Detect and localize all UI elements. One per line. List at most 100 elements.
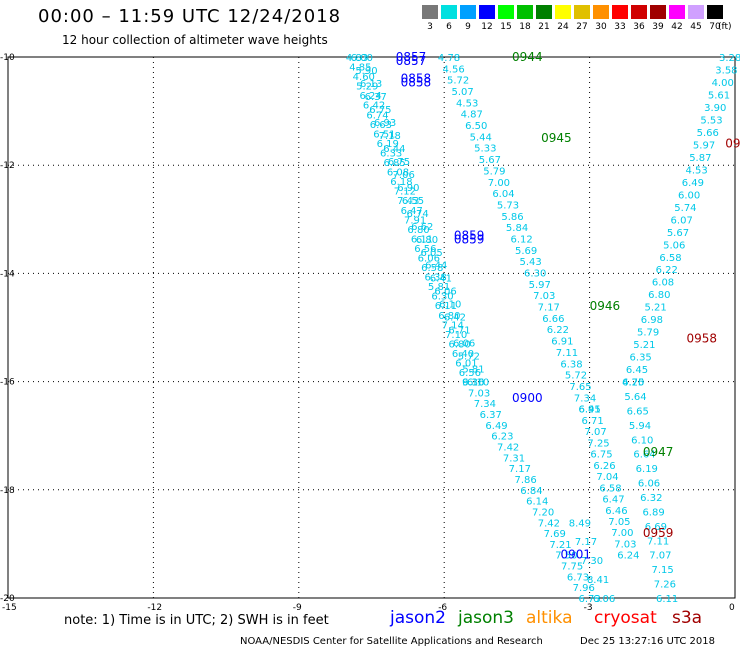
wave-height-point: 8.41 xyxy=(587,575,609,586)
wave-height-point: 6.45 xyxy=(626,365,648,376)
wave-height-point: 6.19 xyxy=(636,464,658,475)
x-tick-label: 0 xyxy=(729,603,735,613)
wave-height-point: 5.72 xyxy=(458,352,480,363)
wave-height-point: 5.67 xyxy=(667,228,689,239)
wave-height-point: 5.90 xyxy=(355,66,377,77)
wave-height-point: 5.74 xyxy=(674,203,696,214)
wave-height-point: 6.01 xyxy=(455,359,477,370)
scale-label: 15 xyxy=(500,22,512,32)
wave-height-point: 6.38 xyxy=(560,359,582,370)
wave-height-point: 6.19 xyxy=(377,139,399,150)
wave-height-point: 5.79 xyxy=(637,328,659,339)
scale-swatch xyxy=(669,5,685,19)
wave-height-point: 5.29 xyxy=(356,82,378,93)
wave-height-point: 5.33 xyxy=(474,144,496,155)
chart-subtitle: 12 hour collection of altimeter wave hei… xyxy=(62,33,328,47)
wave-height-point: 6.98 xyxy=(641,315,663,326)
wave-height-point: 6.05 xyxy=(420,248,442,259)
pass-time-label: 0946 xyxy=(590,299,621,313)
wave-height-point: 7.25 xyxy=(587,438,609,449)
wave-height-point: 6.91 xyxy=(551,337,573,348)
wave-height-point: 6.71 xyxy=(448,326,470,337)
x-tick-label: -3 xyxy=(584,603,593,613)
wave-height-point: 6.49 xyxy=(682,178,704,189)
wave-height-point: 6.06 xyxy=(453,339,475,350)
wave-height-point: 6.37 xyxy=(365,92,387,103)
wave-height-point: 6.58 xyxy=(599,483,621,494)
wave-height-point: 7.34 xyxy=(574,393,596,404)
y-tick-label: -16 xyxy=(0,378,15,388)
wave-height-point: 7.11 xyxy=(556,348,578,359)
wave-height-point: 5.86 xyxy=(501,212,523,223)
wave-height-point: 6.45 xyxy=(578,405,600,416)
wave-height-point: 7.21 xyxy=(549,540,571,551)
y-tick-label: -12 xyxy=(0,161,15,171)
wave-height-point: 4.53 xyxy=(685,165,707,176)
wave-height-point: 6.42 xyxy=(444,313,466,324)
wave-height-point: 6.06 xyxy=(434,287,456,298)
wave-height-points: 4.834.854.605.296.246.426.746.636.516.19… xyxy=(346,53,740,605)
satellite-label-jason2: jason2 xyxy=(390,608,446,628)
pass-time-label: 0858 xyxy=(401,75,432,89)
wave-height-point: 6.37 xyxy=(480,410,502,421)
wave-height-point: 6.26 xyxy=(593,461,615,472)
wave-height-point: 6.08 xyxy=(387,168,409,179)
wave-height-point: 5.72 xyxy=(565,371,587,382)
satellite-label-jason3: jason3 xyxy=(458,608,514,628)
wave-height-point: 6.20 xyxy=(622,378,644,389)
wave-height-point: 5.64 xyxy=(624,392,646,403)
scale-swatch xyxy=(574,5,590,19)
wave-height-point: 6.49 xyxy=(485,421,507,432)
wave-height-point: 6.24 xyxy=(617,551,639,562)
wave-height-point: 3.28 xyxy=(719,53,740,64)
wave-height-point: 9.16 xyxy=(462,378,484,389)
wave-height-point: 7.10 xyxy=(445,330,467,341)
wave-height-point: 6.11 xyxy=(656,594,678,605)
wave-height-point: 7.03 xyxy=(614,539,636,550)
wave-height-point: 7.00 xyxy=(611,528,633,539)
wave-height-point: 6.10 xyxy=(439,300,461,311)
wave-height-point: 6.44 xyxy=(383,144,405,155)
wave-height-point: 7.26 xyxy=(654,580,676,591)
wave-height-point: 6.80 xyxy=(648,290,670,301)
wave-height-point: 6.64 xyxy=(633,450,655,461)
wave-height-point: 7.42 xyxy=(538,518,560,529)
wave-height-point: 7.15 xyxy=(651,565,673,576)
wave-height-point: 5.66 xyxy=(697,128,719,139)
wave-height-point: 6.84 xyxy=(520,486,542,497)
wave-height-point: 6.69 xyxy=(645,522,667,533)
wave-height-point: 7.96 xyxy=(573,583,595,594)
scale-swatch xyxy=(498,5,514,19)
wave-height-point: 6.75 xyxy=(369,105,391,116)
scale-swatch xyxy=(555,5,571,19)
footer-note: note: 1) Time is in UTC; 2) SWH is in fe… xyxy=(64,613,329,628)
wave-height-point: 5.72 xyxy=(447,76,469,87)
wave-height-point: 6.04 xyxy=(492,189,514,200)
wave-height-point: 7.11 xyxy=(647,536,669,547)
wave-height-point: 6.85 xyxy=(383,158,405,169)
wave-height-point: 6.89 xyxy=(642,507,664,518)
scale-swatch xyxy=(612,5,628,19)
plot-frame xyxy=(7,56,736,599)
wave-height-point: 6.41 xyxy=(430,274,452,285)
scale-label: 6 xyxy=(446,22,452,32)
pass-time-label: 0944 xyxy=(512,50,543,64)
scale-label: 18 xyxy=(519,22,531,32)
wave-height-point: 5.07 xyxy=(452,87,474,98)
wave-height-point: 7.06 xyxy=(393,170,415,181)
color-scale-unit: (ft) xyxy=(718,22,732,32)
wave-height-point: 4.53 xyxy=(456,98,478,109)
scale-swatch xyxy=(631,5,647,19)
wave-height-point: 5.79 xyxy=(483,166,505,177)
wave-height-point: 6.00 xyxy=(678,190,700,201)
wave-height-point: 7.86 xyxy=(514,475,536,486)
wave-height-point: 6.00 xyxy=(351,53,373,64)
pass-time-label: 0857 xyxy=(396,50,427,64)
wave-height-point: 6.40 xyxy=(452,349,474,360)
wave-height-point: 6.06 xyxy=(638,479,660,490)
wave-height-point: 7.14 xyxy=(442,320,464,331)
pass-time-label: 0959 xyxy=(643,526,674,540)
wave-height-point: 5.69 xyxy=(515,246,537,257)
wave-height-point: 6.73 xyxy=(567,572,589,583)
